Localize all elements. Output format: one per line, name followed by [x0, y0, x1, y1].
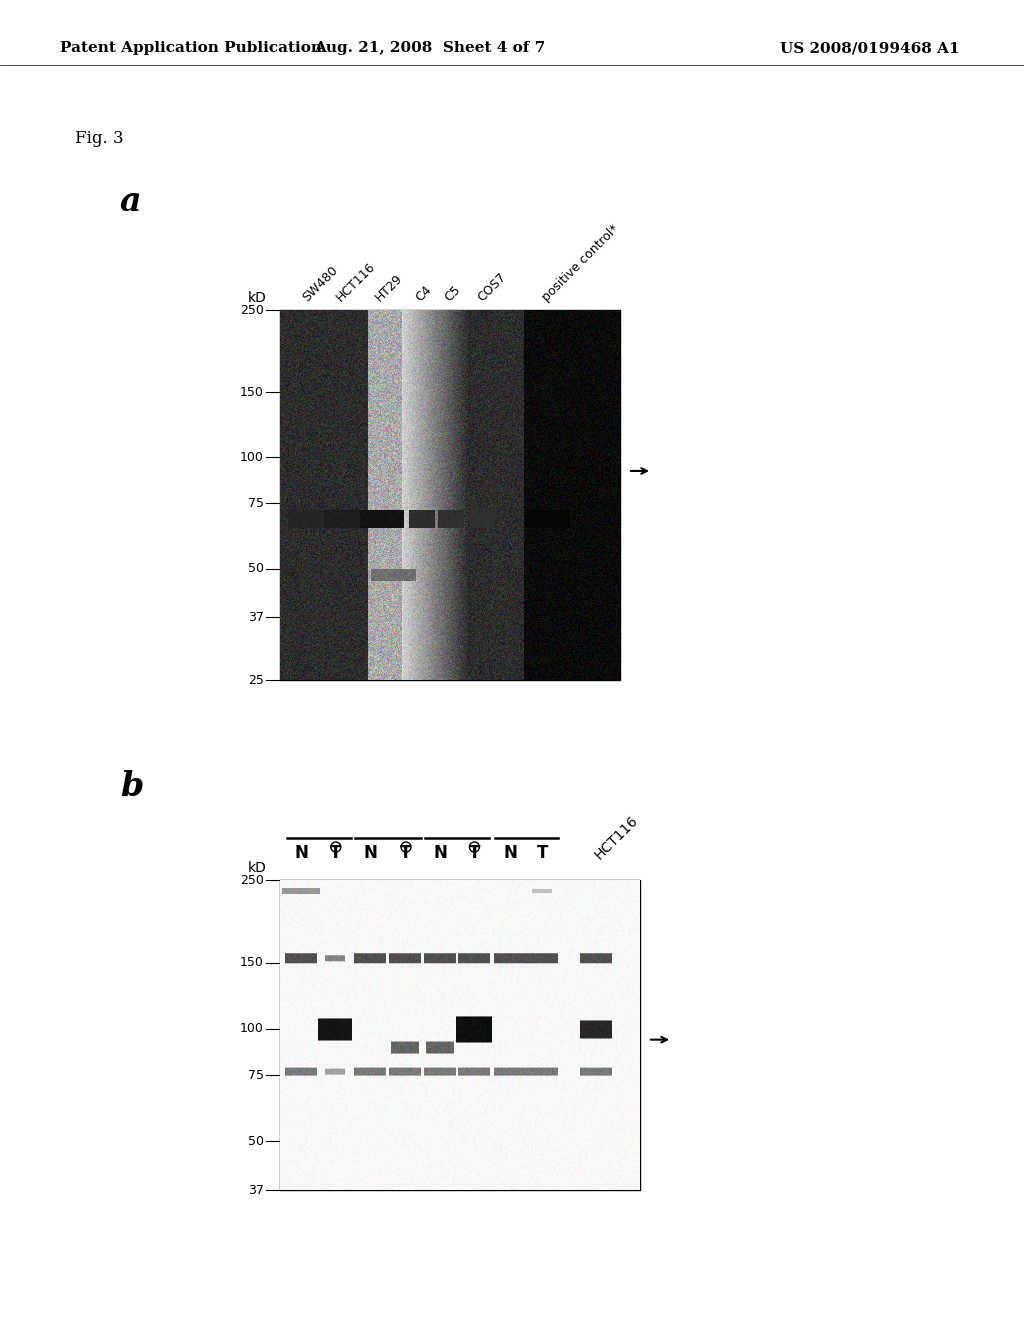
Text: C5: C5 [442, 282, 464, 304]
Text: Aug. 21, 2008  Sheet 4 of 7: Aug. 21, 2008 Sheet 4 of 7 [314, 41, 546, 55]
Text: Fig. 3: Fig. 3 [75, 129, 124, 147]
Text: HCT116: HCT116 [592, 813, 641, 862]
Text: T: T [538, 843, 549, 862]
Text: 50: 50 [248, 562, 264, 576]
Text: N: N [364, 843, 377, 862]
Text: 75: 75 [248, 496, 264, 510]
Text: SW480: SW480 [300, 264, 340, 304]
Bar [280, 880, 640, 1191]
Text: T: T [400, 843, 412, 862]
Text: kD: kD [248, 290, 267, 305]
Text: 37: 37 [248, 611, 264, 623]
Text: US 2008/0199468 A1: US 2008/0199468 A1 [780, 41, 959, 55]
Text: C4: C4 [414, 282, 434, 304]
Text: T: T [469, 843, 480, 862]
Text: positive control*: positive control* [540, 222, 622, 304]
Text: 100: 100 [240, 450, 264, 463]
Text: kD: kD [248, 861, 267, 875]
Text: 50: 50 [248, 1135, 264, 1147]
Text: 250: 250 [240, 304, 264, 317]
Text: HCT116: HCT116 [334, 260, 378, 304]
Text: 37: 37 [248, 1184, 264, 1196]
Text: Patent Application Publication: Patent Application Publication [60, 41, 322, 55]
Text: T: T [330, 843, 341, 862]
Text: COS7: COS7 [475, 271, 509, 304]
Text: 25: 25 [248, 673, 264, 686]
Text: a: a [120, 185, 141, 218]
Text: 250: 250 [240, 874, 264, 887]
Bar [280, 310, 620, 680]
Text: b: b [120, 770, 143, 803]
Text: N: N [504, 843, 517, 862]
Text: N: N [295, 843, 308, 862]
Text: 75: 75 [248, 1069, 264, 1082]
Text: 150: 150 [240, 957, 264, 969]
Text: 150: 150 [240, 385, 264, 399]
Text: 100: 100 [240, 1022, 264, 1035]
Text: HT29: HT29 [373, 272, 406, 304]
Text: N: N [433, 843, 447, 862]
